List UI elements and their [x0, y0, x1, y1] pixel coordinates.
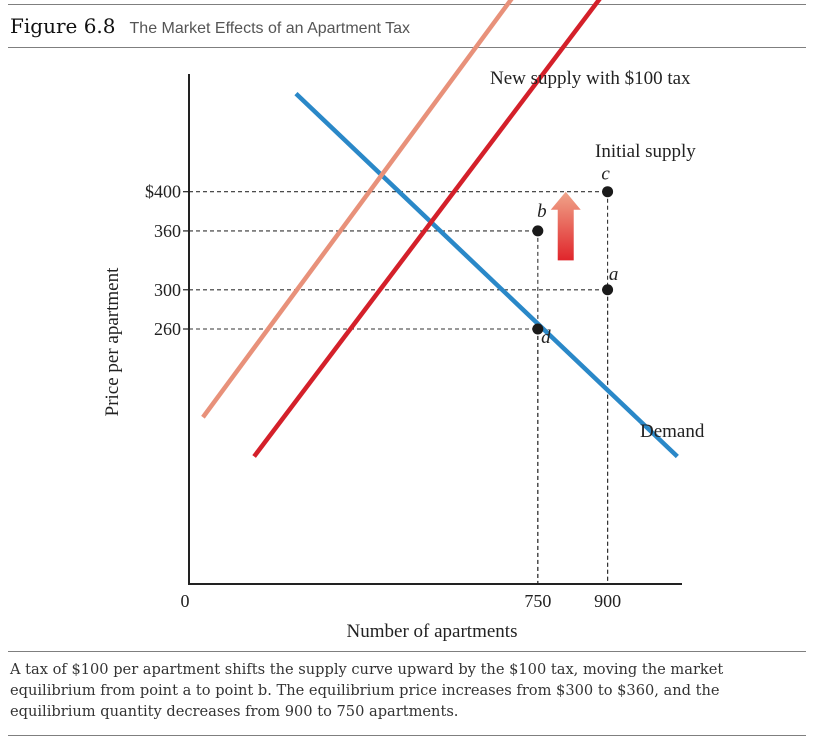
shift-arrow-group [550, 191, 581, 261]
demand-line [294, 91, 679, 459]
chart-labels: 260 300 360 $400 0 750 900 Number of apartments… [102, 68, 705, 642]
y-axis-title: Price per apartment [102, 267, 123, 416]
point-b [532, 225, 544, 237]
header-rule [8, 47, 806, 48]
x-tick-label: 0 [181, 591, 190, 611]
point-label-a: a [609, 264, 619, 285]
point-label-d: d [541, 327, 551, 348]
caption-top-rule [8, 651, 806, 652]
new_supply-line [201, 0, 514, 419]
axes [183, 74, 682, 585]
guide-lines [189, 191, 609, 584]
equilibrium-points [532, 186, 614, 335]
figure-caption: A tax of $100 per apartment shifts the s… [10, 661, 724, 720]
y-tick-label: 300 [154, 280, 181, 300]
figure-title: The Market Effects of an Apartment Tax [129, 20, 410, 37]
figure-header: Figure 6.8 The Market Effects of an Apart… [10, 14, 410, 40]
top-rule [8, 4, 806, 5]
point-label-c: c [601, 164, 610, 185]
curves [201, 0, 679, 459]
x-tick-label: 900 [594, 591, 621, 611]
bottom-rule [8, 735, 806, 736]
point-a [602, 284, 614, 296]
y-tick-label: 360 [154, 221, 181, 241]
figure-number: Figure 6.8 [10, 14, 116, 38]
apartment-tax-chart: 260 300 360 $400 0 750 900 Number of apartments… [102, 0, 705, 642]
point-c [602, 186, 614, 198]
y-tick-label: $400 [145, 182, 181, 202]
new_supply-label: New supply with $100 tax [490, 68, 691, 89]
x-tick-label: 750 [524, 591, 551, 611]
x-axis-title: Number of apartments [347, 621, 518, 642]
initial_supply-label: Initial supply [595, 141, 696, 162]
initial_supply-line [252, 0, 602, 458]
shift-arrow [550, 191, 581, 261]
point-label-b: b [537, 201, 547, 222]
demand-label: Demand [640, 421, 705, 442]
point-d [532, 323, 544, 335]
y-tick-label: 260 [154, 319, 181, 339]
